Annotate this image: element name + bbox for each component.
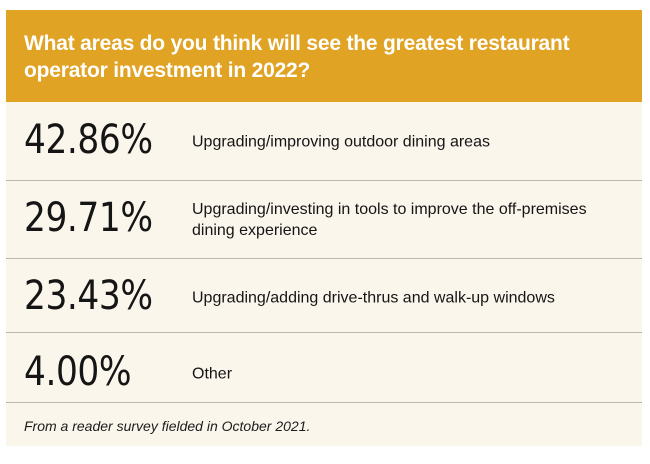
result-label: Upgrading/improving outdoor dining areas <box>192 133 490 151</box>
row-divider <box>6 332 642 333</box>
survey-question-title: What areas do you think will see the gre… <box>24 32 570 82</box>
result-label: Upgrading/adding drive-thrus and walk-up… <box>192 289 555 307</box>
survey-header: What areas do you think will see the gre… <box>6 10 642 102</box>
row-divider <box>6 258 642 259</box>
result-row-outdoor-dining: 42.86% Upgrading/improving outdoor dinin… <box>6 104 642 180</box>
result-percentage: 42.86% <box>24 117 153 163</box>
result-label: Upgrading/investing in tools to improve … <box>192 201 587 239</box>
row-divider <box>6 180 642 181</box>
result-row-other: 4.00% Other <box>6 336 642 412</box>
result-percentage: 23.43% <box>24 273 153 319</box>
survey-card: What areas do you think will see the gre… <box>6 10 642 446</box>
result-percentage: 29.71% <box>24 195 153 241</box>
result-percentage: 4.00% <box>24 349 132 395</box>
result-row-off-premises: 29.71% Upgrading/investing in tools to i… <box>6 182 642 258</box>
result-label: Other <box>192 365 233 383</box>
row-divider <box>6 402 642 403</box>
survey-footnote: From a reader survey fielded in October … <box>24 418 311 434</box>
result-row-drive-thrus: 23.43% Upgrading/adding drive-thrus and … <box>6 260 642 336</box>
